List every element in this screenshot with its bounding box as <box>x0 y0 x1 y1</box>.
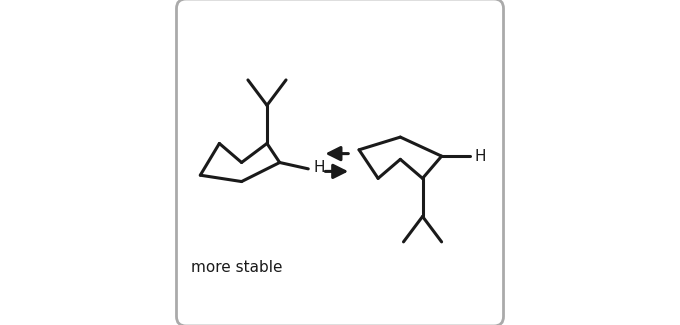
Text: H: H <box>313 160 324 175</box>
Text: H: H <box>475 149 486 164</box>
Text: more stable: more stable <box>191 260 283 275</box>
FancyBboxPatch shape <box>177 0 503 325</box>
